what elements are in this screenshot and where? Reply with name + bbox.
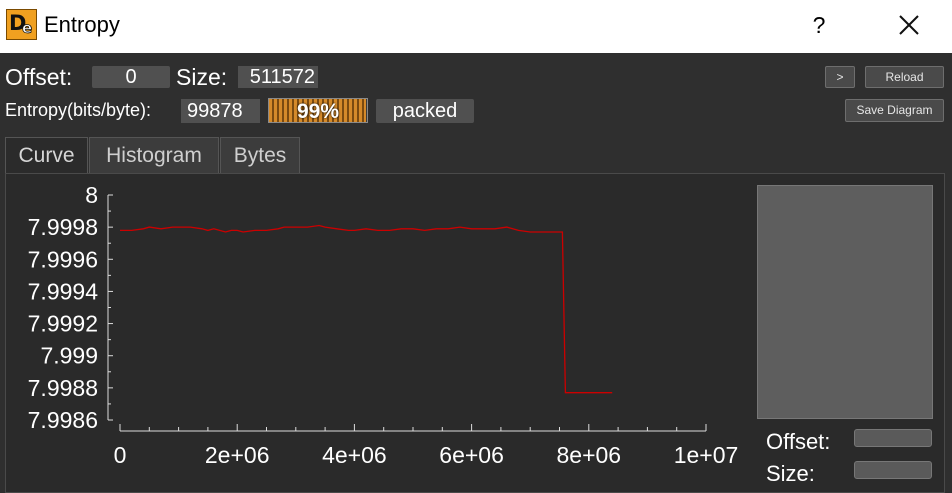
side-offset-field[interactable] bbox=[854, 429, 932, 447]
y-tick-label: 7.9998 bbox=[28, 214, 98, 240]
entropy-curve-line bbox=[120, 224, 613, 394]
entropy-label: Entropy(bits/byte): bbox=[5, 100, 152, 120]
tab-curve[interactable]: Curve bbox=[5, 137, 88, 173]
entropy-value: 99878 bbox=[187, 100, 243, 122]
entropy-progress-bar: 99% bbox=[268, 98, 368, 123]
y-tick-label: 7.9996 bbox=[28, 246, 98, 272]
status-field: packed bbox=[376, 99, 474, 123]
tab-histogram[interactable]: Histogram bbox=[89, 137, 219, 173]
offset-field[interactable]: 0 bbox=[92, 66, 170, 88]
x-tick-label: 4e+06 bbox=[322, 442, 387, 468]
window-title: Entropy bbox=[44, 12, 120, 37]
close-icon bbox=[899, 15, 919, 35]
preview-area bbox=[757, 185, 933, 419]
x-tick-label: 0 bbox=[114, 442, 127, 468]
x-tick-label: 8e+06 bbox=[556, 442, 621, 468]
side-size-field[interactable] bbox=[854, 461, 932, 479]
side-offset-label: Offset: bbox=[766, 429, 831, 454]
size-value: 511572 bbox=[249, 66, 315, 88]
y-tick-label: 7.9986 bbox=[28, 407, 98, 433]
tab-bytes[interactable]: Bytes bbox=[220, 137, 300, 173]
x-tick-label: 1e+07 bbox=[674, 442, 739, 468]
side-size-label: Size: bbox=[766, 461, 815, 486]
y-tick-label: 8 bbox=[85, 182, 98, 208]
size-label: Size: bbox=[176, 64, 228, 90]
save-diagram-button[interactable]: Save Diagram bbox=[845, 99, 944, 122]
y-tick-label: 7.9994 bbox=[28, 278, 99, 304]
progress-text: 99% bbox=[296, 100, 340, 123]
y-tick-label: 7.999 bbox=[40, 343, 98, 369]
x-tick-label: 2e+06 bbox=[205, 442, 270, 468]
offset-label: Offset: bbox=[5, 64, 73, 90]
size-field[interactable]: 511572 bbox=[238, 66, 318, 88]
help-button[interactable]: ? bbox=[812, 12, 826, 38]
reload-button[interactable]: Reload bbox=[865, 66, 944, 88]
close-button[interactable] bbox=[893, 9, 925, 41]
y-tick-label: 7.9988 bbox=[28, 375, 98, 401]
y-tick-label: 7.9992 bbox=[28, 311, 98, 337]
progress-fill bbox=[269, 99, 367, 122]
x-tick-label: 6e+06 bbox=[439, 442, 504, 468]
entropy-field[interactable]: 99878 bbox=[181, 99, 260, 123]
next-button[interactable]: > bbox=[825, 66, 855, 88]
entropy-curve-chart: 8 7.9998 7.9996 7.9994 7.9992 7.999 7.9988 7.99… bbox=[28, 182, 739, 468]
